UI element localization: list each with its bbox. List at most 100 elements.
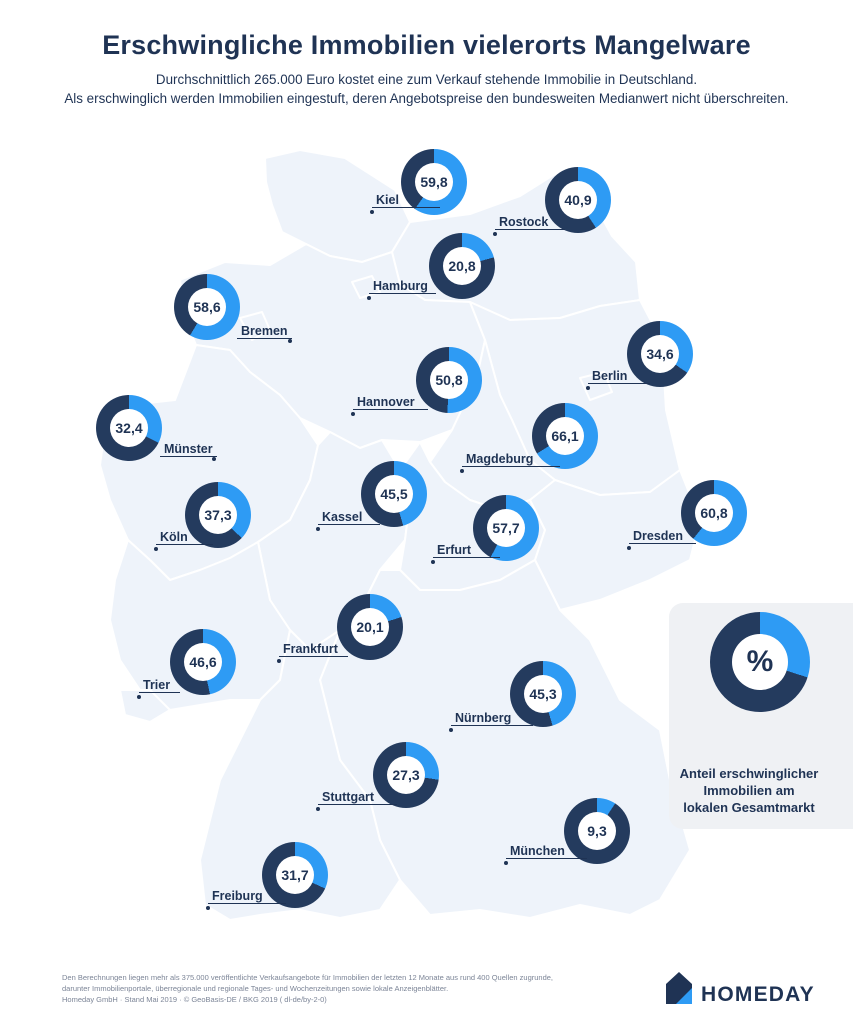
donut-hole [641,335,679,373]
legend-line-3: lokalen Gesamtmarkt [683,800,815,815]
donut-value-muenchen: 9,3 [587,823,607,839]
donut-hole [110,409,148,447]
leader-line-frankfurt [279,656,348,657]
donut-hole [375,475,413,513]
city-label-rostock: Rostock [499,215,549,229]
state-hamburg [351,275,381,299]
donut-value-hannover: 50,8 [435,372,463,388]
donut-hole [430,361,468,399]
city-label-frankfurt: Frankfurt [283,642,338,656]
leader-line-muenster [160,456,217,457]
leader-line-kassel [318,524,380,525]
donut-value-bremen: 58,6 [193,299,221,315]
subtitle-line-2: Als erschwinglich werden Immobilien eing… [64,91,789,106]
donut-hole [188,288,226,326]
city-label-freiburg: Freiburg [212,889,263,903]
leader-line-kiel [372,207,440,208]
state-baden-wuerttemberg [199,629,401,921]
donut-hole [276,856,314,894]
donut-value-trier: 46,6 [189,654,217,670]
leader-line-dresden [629,543,696,544]
city-label-trier: Trier [143,678,171,692]
city-label-muenster: Münster [164,442,213,456]
leader-line-nuernberg [451,725,533,726]
city-label-erfurt: Erfurt [437,543,472,557]
footnote-line-1: Den Berechnungen liegen mehr als 375.000… [62,973,554,982]
donut-value-dresden: 60,8 [700,505,728,521]
donut-value-erfurt: 57,7 [492,520,520,536]
donut-value-rostock: 40,9 [564,192,592,208]
city-label-kassel: Kassel [322,510,363,524]
leader-line-berlin [588,383,650,384]
state-berlin [579,371,613,401]
city-label-koeln: Köln [160,530,188,544]
city-marker-berlin [586,386,590,390]
state-saarland [119,689,171,723]
donut-rostock: 40,9 [545,167,611,233]
donut-value-koeln: 37,3 [204,507,232,523]
leader-line-koeln [156,544,213,545]
donut-value-hamburg: 20,8 [448,258,476,274]
donut-trier: 46,6 [170,629,236,695]
city-marker-nuernberg [449,728,453,732]
city-marker-koeln [154,547,158,551]
footnote: Den Berechnungen liegen mehr als 375.000… [62,972,622,1005]
donut-hole [546,417,584,455]
donut-hole [559,181,597,219]
leader-line-magdeburg [462,466,560,467]
city-label-muenchen: München [510,844,565,858]
donut-value-muenster: 32,4 [115,420,143,436]
city-marker-rostock [493,232,497,236]
state-bremen [239,311,271,341]
city-marker-hamburg [367,296,371,300]
donut-hole [184,643,222,681]
donut-hole [487,509,525,547]
city-marker-dresden [627,546,631,550]
donut-value-kassel: 45,5 [380,486,408,502]
city-marker-magdeburg [460,469,464,473]
city-marker-kassel [316,527,320,531]
subtitle-line-1: Durchschnittlich 265.000 Euro kostet ein… [155,72,698,87]
city-label-hamburg: Hamburg [373,279,428,293]
leader-line-hamburg [369,293,436,294]
donut-muenchen: 9,3 [564,798,630,864]
donut-frankfurt: 20,1 [337,594,403,660]
city-label-magdeburg: Magdeburg [466,452,534,466]
leader-line-rostock [495,229,565,230]
city-marker-kiel [370,210,374,214]
donut-berlin: 34,6 [627,321,693,387]
leader-line-bremen [237,338,292,339]
donut-dresden: 60,8 [681,480,747,546]
house-icon [666,972,692,1004]
donut-value-kiel: 59,8 [420,174,448,190]
donut-erfurt: 57,7 [473,495,539,561]
donut-freiburg: 31,7 [262,842,328,908]
donut-hole [578,812,616,850]
donut-hole [695,494,733,532]
donut-bremen: 58,6 [174,274,240,340]
legend-line-1: Anteil erschwinglicher [679,766,819,781]
leader-line-trier [139,692,180,693]
donut-value-magdeburg: 66,1 [551,428,579,444]
legend-percent-symbol: % [746,645,774,678]
city-label-kiel: Kiel [376,193,399,207]
city-marker-stuttgart [316,807,320,811]
donut-hole [443,247,481,285]
legend-line-2: Immobilien am [703,783,795,798]
donut-value-frankfurt: 20,1 [356,619,384,635]
city-marker-trier [137,695,141,699]
city-marker-erfurt [431,560,435,564]
city-marker-muenchen [504,861,508,865]
city-marker-frankfurt [277,659,281,663]
city-label-berlin: Berlin [592,369,628,383]
leader-line-stuttgart [318,804,397,805]
footnote-line-3: Homeday GmbH · Stand Mai 2019 · © GeoBas… [62,995,327,1004]
brand-name: HOMEDAY [701,983,815,1006]
legend-donut-hole [732,634,788,690]
leader-line-erfurt [433,557,500,558]
city-marker-hannover [351,412,355,416]
donut-muenster: 32,4 [96,395,162,461]
city-marker-bremen [288,339,292,343]
legend-caption: Anteil erschwinglicher Immobilien am lok… [669,765,829,816]
city-label-stuttgart: Stuttgart [322,790,375,804]
